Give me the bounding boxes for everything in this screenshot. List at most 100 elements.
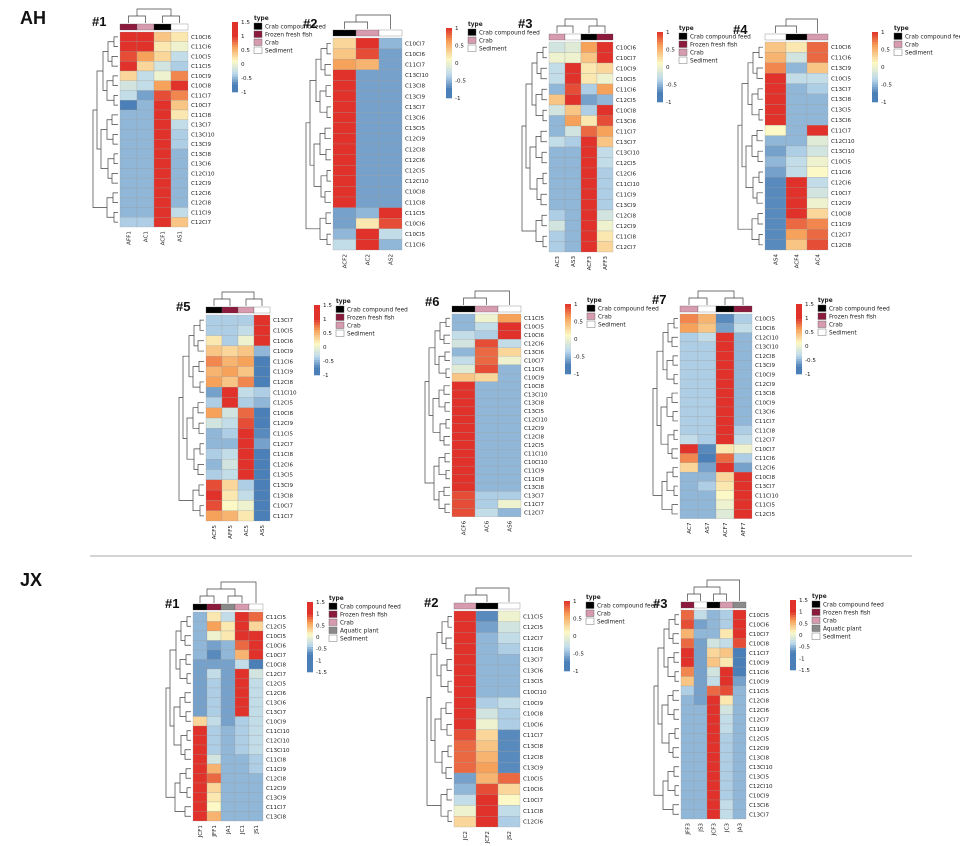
heatmap-cell: [192, 678, 208, 689]
scale-tick-label: 1: [455, 26, 459, 32]
heatmap-cell: [679, 406, 699, 417]
color-scale-step: [314, 345, 320, 348]
heatmap-cell: [451, 322, 476, 332]
heatmap-cell: [497, 697, 521, 709]
heatmap-cell: [248, 716, 264, 727]
heatmap-cell: [474, 406, 499, 416]
row-label: C12Cl7: [524, 511, 544, 517]
heatmap-cell: [220, 630, 236, 641]
heatmap-cell: [355, 101, 380, 113]
heatmap-cell: [564, 157, 582, 169]
heatmap-cell: [475, 718, 499, 730]
heatmap-cell: [153, 80, 172, 91]
heatmap-cell: [732, 695, 747, 706]
color-scale-step: [446, 60, 452, 64]
legend-swatch: [586, 304, 596, 312]
heatmap-cell: [680, 619, 695, 630]
heatmap-cell: [733, 406, 753, 417]
heatmap-cell: [596, 62, 614, 74]
heatmap-cell: [332, 80, 357, 92]
heatmap-cell: [206, 801, 222, 812]
heatmap-cell: [806, 187, 829, 199]
heatmap-cell: [679, 444, 699, 454]
heatmap-cell: [706, 647, 721, 658]
column-label: JFF1: [212, 825, 218, 838]
color-scale-step: [314, 315, 320, 318]
color-scale-step: [796, 349, 802, 352]
column-type-swatch: [679, 305, 699, 313]
heatmap-cell: [192, 782, 208, 793]
heatmap-cell: [497, 664, 521, 676]
color-scale-step: [657, 84, 663, 88]
color-scale-step: [796, 341, 802, 345]
heatmap-cell: [497, 423, 522, 433]
row-label: C10Cl9: [266, 719, 286, 725]
heatmap-cell: [719, 609, 734, 620]
color-scale-step: [314, 357, 320, 361]
heatmap-cell: [119, 148, 138, 159]
column-label: AC6: [485, 520, 491, 532]
heatmap-cell: [153, 109, 172, 120]
row-label: C11Cl6: [405, 243, 425, 249]
heatmap-cell: [580, 125, 598, 137]
heatmap-cell: [205, 479, 223, 491]
heatmap-cell: [332, 59, 357, 70]
color-scale-step: [307, 604, 313, 608]
heatmap-cell: [206, 735, 222, 746]
heatmap-cell: [564, 136, 582, 148]
color-scale-step: [564, 666, 570, 669]
heatmap-cell: [355, 196, 380, 208]
column-label: AS2: [389, 254, 395, 265]
heatmap-cell: [719, 761, 734, 772]
color-scale-step: [796, 334, 802, 337]
heatmap-cell: [332, 165, 357, 176]
heatmap-cell: [596, 209, 614, 221]
color-scale-step: [564, 608, 570, 612]
heatmap-cell: [253, 500, 271, 511]
color-scale-step: [307, 644, 313, 648]
row-label: C11Cl9: [831, 222, 851, 228]
heatmap-cell: [697, 481, 717, 491]
heatmap-cell: [806, 135, 829, 147]
color-scale-step: [565, 366, 571, 370]
row-label: C12Cl5: [755, 512, 775, 518]
heatmap-cell: [153, 51, 172, 62]
legend-entry: Sediment: [829, 331, 857, 337]
heatmap-cell: [119, 31, 138, 42]
color-scale-step: [564, 641, 570, 644]
heatmap-cell: [220, 640, 236, 651]
heatmap-cell: [732, 771, 747, 782]
heatmap-cell: [719, 676, 734, 687]
heatmap-cell: [732, 723, 747, 734]
row-label: C10Cl5: [749, 613, 769, 619]
heatmap-cell: [580, 209, 598, 221]
heatmap-cell: [596, 73, 614, 85]
row-label: C13Cl9: [831, 66, 851, 72]
heatmap-cell: [451, 364, 476, 374]
column-dendrogram: [199, 581, 257, 603]
row-label: C10Cl7: [616, 56, 636, 62]
heatmap-cell: [732, 657, 747, 668]
color-scale-step: [790, 620, 796, 623]
heatmap-cell: [153, 139, 172, 150]
row-label: C11Cl5: [524, 316, 544, 322]
heatmap-cell: [253, 345, 271, 357]
row-label: C12Cl9: [191, 181, 211, 187]
heatmap-cell: [706, 685, 721, 696]
heatmap-cell: [548, 104, 566, 116]
heatmap-cell: [170, 100, 189, 111]
color-scale-step: [307, 627, 313, 630]
scale-tick-label: 0: [666, 65, 670, 71]
heatmap-cell: [237, 314, 255, 326]
heatmap-cell: [234, 735, 250, 746]
color-scale-step: [790, 645, 796, 648]
heatmap-cell: [785, 125, 808, 136]
color-scale-step: [657, 62, 663, 65]
heatmap-cell: [806, 218, 829, 230]
heatmap-cell: [732, 647, 747, 658]
heatmap-cell: [497, 330, 522, 340]
scale-tick-label: -0.5: [805, 358, 816, 364]
heatmap-cell: [474, 432, 499, 441]
heatmap-cell: [785, 229, 808, 240]
heatmap-cell: [136, 41, 155, 52]
